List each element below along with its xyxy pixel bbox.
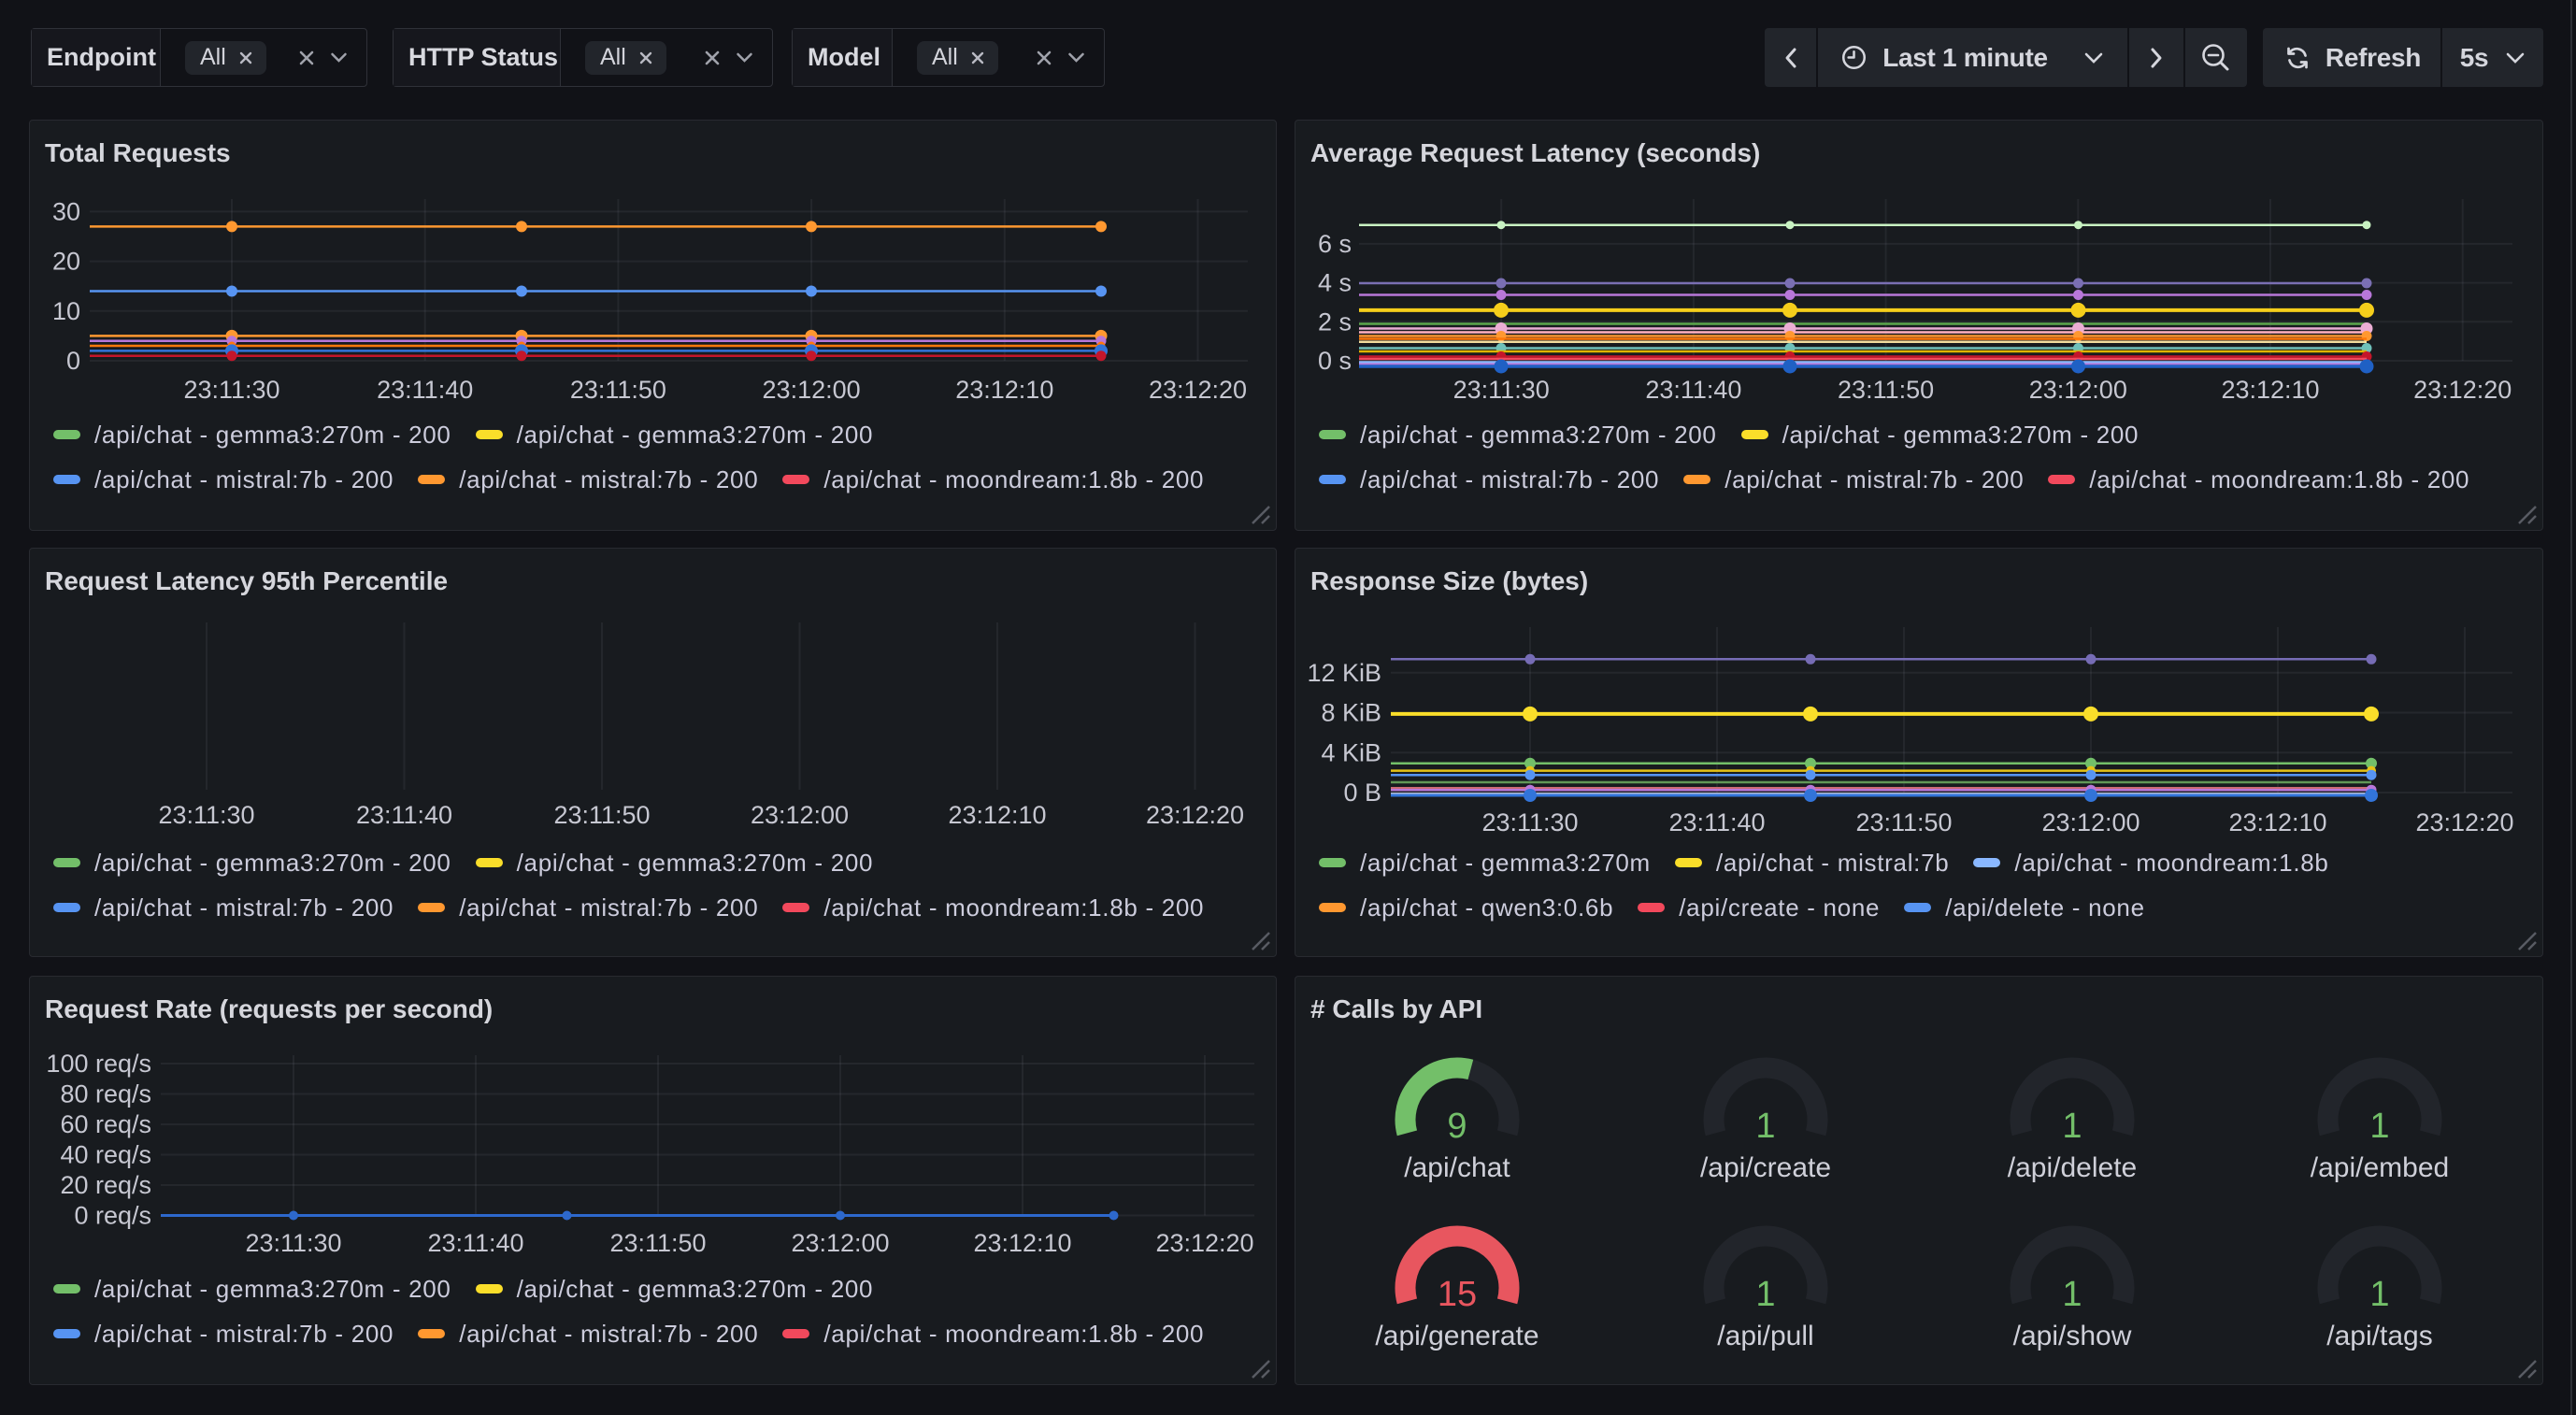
svg-text:60 req/s: 60 req/s (60, 1110, 151, 1138)
svg-text:23:11:30: 23:11:30 (1481, 808, 1578, 836)
svg-text:23:11:50: 23:11:50 (570, 376, 666, 404)
svg-text:1: 1 (2062, 1275, 2082, 1314)
svg-text:1: 1 (1755, 1107, 1775, 1146)
svg-text:23:11:30: 23:11:30 (183, 376, 279, 404)
svg-text:23:11:40: 23:11:40 (1668, 808, 1765, 836)
svg-text:23:11:50: 23:11:50 (1855, 808, 1952, 836)
svg-text:23:12:20: 23:12:20 (1155, 1229, 1253, 1257)
svg-text:4 KiB: 4 KiB (1321, 738, 1381, 766)
svg-text:23:11:30: 23:11:30 (1453, 376, 1550, 404)
svg-text:20: 20 (52, 248, 80, 276)
svg-text:0 s: 0 s (1318, 347, 1352, 375)
svg-text:23:12:00: 23:12:00 (763, 376, 861, 404)
svg-text:23:12:10: 23:12:10 (955, 376, 1053, 404)
svg-text:23:12:00: 23:12:00 (751, 801, 849, 829)
svg-text:23:12:00: 23:12:00 (2041, 808, 2140, 836)
svg-text:0 req/s: 0 req/s (74, 1202, 151, 1230)
svg-text:/api/show: /api/show (2013, 1321, 2132, 1351)
svg-text:6 s: 6 s (1318, 230, 1352, 258)
svg-text:8 KiB: 8 KiB (1321, 699, 1381, 727)
svg-text:1: 1 (2369, 1107, 2389, 1146)
svg-text:23:12:20: 23:12:20 (1149, 376, 1247, 404)
svg-text:100 req/s: 100 req/s (46, 1050, 151, 1078)
svg-text:23:12:10: 23:12:10 (2228, 808, 2326, 836)
svg-text:23:11:50: 23:11:50 (553, 801, 650, 829)
svg-text:23:11:30: 23:11:30 (245, 1229, 341, 1257)
svg-text:12 KiB: 12 KiB (1307, 659, 1381, 687)
svg-text:/api/pull: /api/pull (1717, 1321, 1813, 1351)
svg-text:/api/delete: /api/delete (2008, 1152, 2137, 1183)
svg-text:30: 30 (52, 197, 80, 225)
svg-text:/api/create: /api/create (1700, 1152, 1831, 1183)
svg-text:15: 15 (1438, 1275, 1477, 1314)
svg-text:23:11:40: 23:11:40 (1645, 376, 1741, 404)
svg-text:20 req/s: 20 req/s (60, 1171, 151, 1199)
svg-text:/api/chat: /api/chat (1404, 1152, 1510, 1183)
svg-text:23:11:50: 23:11:50 (609, 1229, 706, 1257)
svg-text:9: 9 (1447, 1107, 1467, 1146)
svg-text:23:12:20: 23:12:20 (2413, 376, 2512, 404)
svg-text:/api/tags: /api/tags (2326, 1321, 2432, 1351)
svg-text:23:12:10: 23:12:10 (2221, 376, 2319, 404)
svg-text:23:12:00: 23:12:00 (791, 1229, 889, 1257)
svg-text:2 s: 2 s (1318, 307, 1352, 336)
svg-text:40 req/s: 40 req/s (60, 1141, 151, 1169)
svg-text:4 s: 4 s (1318, 269, 1352, 297)
svg-text:23:11:40: 23:11:40 (356, 801, 452, 829)
svg-text:80 req/s: 80 req/s (60, 1080, 151, 1108)
svg-text:/api/generate: /api/generate (1375, 1321, 1538, 1351)
svg-text:/api/embed: /api/embed (2311, 1152, 2449, 1183)
svg-text:23:11:30: 23:11:30 (158, 801, 254, 829)
svg-text:1: 1 (1755, 1275, 1775, 1314)
svg-text:23:12:00: 23:12:00 (2029, 376, 2127, 404)
svg-text:23:12:20: 23:12:20 (1146, 801, 1244, 829)
svg-text:1: 1 (2062, 1107, 2082, 1146)
svg-text:1: 1 (2369, 1275, 2389, 1314)
svg-text:23:11:50: 23:11:50 (1838, 376, 1934, 404)
svg-text:23:12:10: 23:12:10 (973, 1229, 1071, 1257)
svg-text:0: 0 (66, 347, 80, 375)
svg-text:10: 10 (52, 297, 80, 325)
svg-text:23:12:10: 23:12:10 (948, 801, 1046, 829)
svg-text:23:12:20: 23:12:20 (2415, 808, 2513, 836)
svg-text:23:11:40: 23:11:40 (377, 376, 473, 404)
svg-text:23:11:40: 23:11:40 (427, 1229, 523, 1257)
svg-text:0 B: 0 B (1343, 779, 1381, 807)
